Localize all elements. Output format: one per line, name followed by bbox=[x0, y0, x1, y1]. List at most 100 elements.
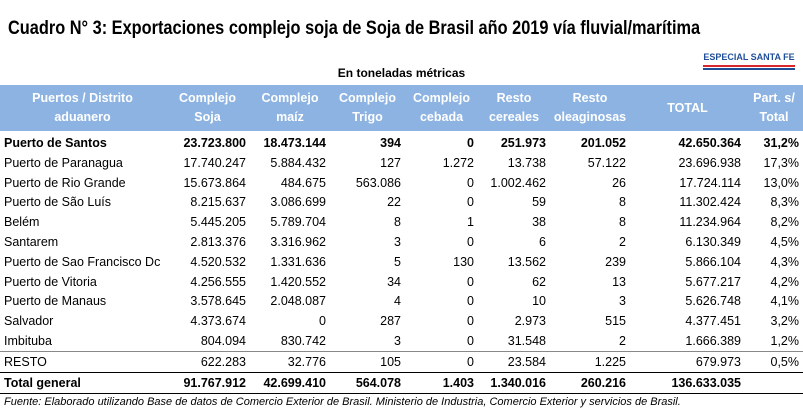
cell: 4.256.555 bbox=[190, 274, 246, 289]
header-text: cebada bbox=[419, 110, 464, 124]
cell: 564.078 bbox=[355, 376, 401, 390]
cell: 105 bbox=[380, 354, 401, 369]
cell: 62 bbox=[532, 274, 546, 289]
cell: 0,5% bbox=[770, 354, 800, 369]
cell: 563.086 bbox=[355, 175, 401, 190]
cell: 2.973 bbox=[514, 314, 546, 329]
cell: 13 bbox=[612, 274, 626, 289]
cell: 3,2% bbox=[770, 314, 800, 329]
cell: 2 bbox=[619, 235, 626, 249]
header-cell: TOTAL bbox=[630, 85, 745, 131]
header-text: Complejo bbox=[179, 91, 236, 105]
header-text: Resto bbox=[572, 91, 608, 105]
cell: 5.789.704 bbox=[270, 215, 326, 230]
cell: 1,2% bbox=[770, 334, 800, 348]
cell: 127 bbox=[380, 155, 401, 170]
cell: 59 bbox=[532, 195, 546, 210]
cell: 1.666.389 bbox=[685, 334, 741, 348]
cell: 3.578.645 bbox=[190, 294, 246, 309]
cell: 201.052 bbox=[580, 136, 626, 150]
cell: 3 bbox=[619, 294, 626, 309]
cell: 4.373.674 bbox=[190, 314, 246, 329]
cell: 830.742 bbox=[280, 334, 326, 348]
cell: 2 bbox=[619, 334, 626, 348]
data-row: Puerto de Sao Francisco Dc 4.520.532 1.331… bbox=[0, 252, 803, 272]
cell: 17,3% bbox=[763, 155, 799, 170]
header-text: Soja bbox=[194, 110, 221, 124]
cell: 0 bbox=[467, 235, 474, 249]
data-row: Puerto de Manaus 3.578.645 2.048.087 4 0 10 3 5… bbox=[0, 291, 803, 311]
cell: 394 bbox=[380, 136, 401, 150]
cell: 0 bbox=[467, 175, 474, 190]
header-text: aduanero bbox=[54, 110, 111, 124]
subtitle: En toneladas métricas bbox=[337, 66, 466, 80]
cell: 4 bbox=[394, 294, 401, 309]
cell: 1.002.462 bbox=[490, 175, 546, 190]
cell: 3.316.962 bbox=[270, 235, 326, 249]
cell: 130 bbox=[453, 254, 474, 269]
cell: 0 bbox=[467, 314, 474, 329]
cell: 5 bbox=[394, 254, 401, 269]
cell: 38 bbox=[532, 215, 546, 230]
data-row: Puerto de Santos 23.723.800 18.473.144 394 0… bbox=[0, 133, 803, 153]
cell: 8 bbox=[394, 215, 401, 230]
header-text: TOTAL bbox=[667, 100, 708, 115]
cell: 57.122 bbox=[587, 155, 626, 170]
cell: Total general bbox=[4, 376, 81, 390]
cell: 251.973 bbox=[500, 136, 546, 150]
cell: 8 bbox=[619, 215, 626, 230]
cell: 1.420.552 bbox=[270, 274, 326, 289]
header-text: Part. s/ bbox=[753, 91, 795, 105]
header-row: Puertos / Distrito aduanero Complejo Soja Co… bbox=[0, 85, 803, 131]
cell: 31.548 bbox=[507, 334, 546, 348]
cell: Belém bbox=[4, 215, 40, 230]
cell: 622.283 bbox=[200, 354, 246, 369]
cell: Imbituba bbox=[4, 334, 52, 348]
header-cell: Complejo maíz bbox=[250, 85, 330, 131]
header-text: Resto bbox=[496, 91, 532, 105]
cell: 2.813.376 bbox=[190, 235, 246, 249]
cell: 23.696.938 bbox=[678, 155, 741, 170]
cell: 11.234.964 bbox=[679, 215, 741, 230]
header-text: Trigo bbox=[352, 110, 383, 124]
cell: 23.584 bbox=[507, 354, 546, 369]
header-text: Total bbox=[759, 110, 789, 124]
header-cell: Resto oleaginosas bbox=[550, 85, 630, 131]
header-text: oleaginosas bbox=[553, 110, 627, 124]
cell: 8 bbox=[619, 195, 626, 210]
cell: 4,5% bbox=[770, 235, 800, 249]
cell: 17.724.114 bbox=[679, 175, 741, 190]
data-row: Puerto de Vitoria 4.256.555 1.420.552 34 0 62… bbox=[0, 272, 803, 292]
badge-line-blue bbox=[703, 68, 795, 70]
cell: 10 bbox=[532, 294, 546, 309]
cell: 91.767.912 bbox=[183, 376, 246, 390]
cell: 42.650.364 bbox=[678, 136, 741, 150]
cell: 1.225 bbox=[594, 354, 626, 369]
cell: 2.048.087 bbox=[270, 294, 326, 309]
badge: ESPECIAL SANTA FE bbox=[703, 52, 795, 62]
cell: 42.699.410 bbox=[263, 376, 326, 390]
cell: 22 bbox=[387, 195, 401, 210]
cell: 287 bbox=[380, 314, 401, 329]
cell: Puerto de Sao Francisco Dc bbox=[4, 254, 161, 269]
cell: 260.216 bbox=[580, 376, 626, 390]
total-row: Total general 91.767.912 42.699.410 564.078… bbox=[0, 372, 803, 394]
cell: 6 bbox=[539, 235, 546, 249]
cell: Salvador bbox=[4, 314, 54, 329]
cell: 3 bbox=[394, 334, 401, 348]
cell: Santarem bbox=[4, 235, 59, 249]
header-cell: Complejo Soja bbox=[165, 85, 250, 131]
cell: 515 bbox=[605, 314, 626, 329]
data-row: Belém 5.445.205 5.789.704 8 1 38 8 11.234.964 8,… bbox=[0, 212, 803, 232]
cell: 3 bbox=[394, 235, 401, 249]
cell: 32.776 bbox=[287, 354, 326, 369]
data-row: Puerto de São Luís 8.215.637 3.086.699 22 0 5… bbox=[0, 192, 803, 212]
cell: Puerto de Santos bbox=[4, 136, 107, 150]
cell: 4.377.451 bbox=[685, 314, 741, 329]
data-row: Santarem 2.813.376 3.316.962 3 0 6 2 6.130.349 4… bbox=[0, 232, 803, 252]
cell: 23.723.800 bbox=[183, 136, 246, 150]
cell: 0 bbox=[467, 354, 474, 369]
data-row: Imbituba 804.094 830.742 3 0 31.548 2 1.666.389… bbox=[0, 331, 803, 351]
cell: 3.086.699 bbox=[270, 195, 326, 210]
cell: 239 bbox=[605, 254, 626, 269]
